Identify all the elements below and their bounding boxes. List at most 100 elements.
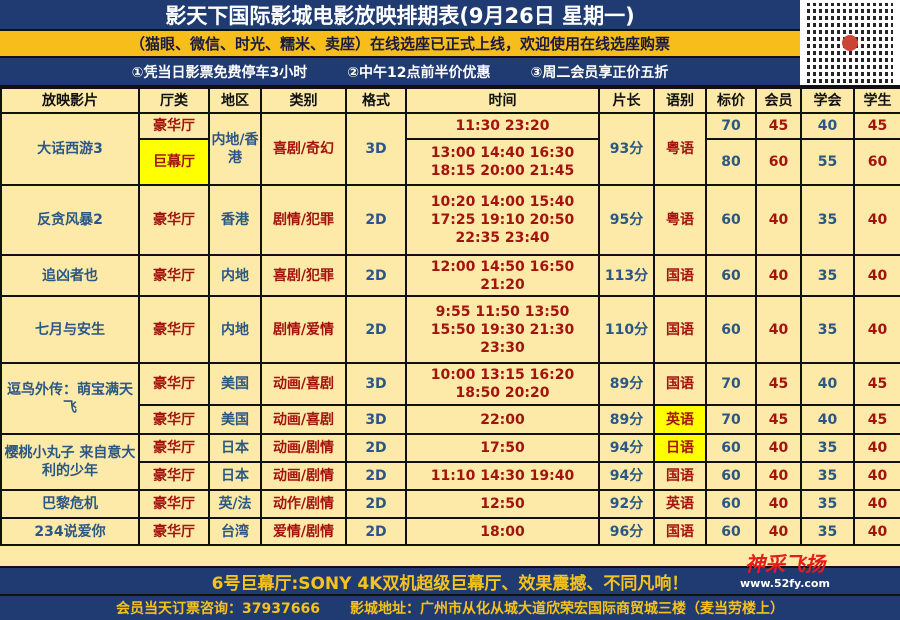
movie-title-cell: 反贪风暴2 xyxy=(0,184,140,256)
member-price: 40 xyxy=(755,517,802,546)
showtimes-cell: 17:50 xyxy=(405,433,600,463)
duration-cell: 94分 xyxy=(598,433,655,463)
standard-price: 60 xyxy=(705,184,757,256)
genre-cell: 动画/剧情 xyxy=(260,433,347,463)
student-price: 40 xyxy=(853,254,900,297)
student-price: 45 xyxy=(853,404,900,435)
duration-cell: 113分 xyxy=(598,254,655,297)
table-row: 巴黎危机 豪华厅 英/法 动作/剧情 2D 12:50 92分 英语 60 40 35 40 xyxy=(0,489,900,519)
language-cell: 英语 xyxy=(653,489,707,519)
hall-cell: 豪华厅 xyxy=(138,112,210,140)
standard-price: 60 xyxy=(705,254,757,297)
student-price: 40 xyxy=(853,517,900,546)
region-cell: 内地/香港 xyxy=(208,112,262,186)
student-member-price: 35 xyxy=(800,489,855,519)
showtimes-cell: 9:55 11:50 13:50 15:50 19:30 21:30 23:30 xyxy=(405,295,600,364)
region-cell: 内地 xyxy=(208,295,262,364)
format-cell: 2D xyxy=(345,295,407,364)
standard-price: 60 xyxy=(705,461,757,491)
genre-cell: 动画/喜剧 xyxy=(260,404,347,435)
student-price: 40 xyxy=(853,295,900,364)
language-cell: 国语 xyxy=(653,295,707,364)
duration-cell: 94分 xyxy=(598,461,655,491)
language-cell: 国语 xyxy=(653,362,707,406)
showtimes-cell: 10:20 14:00 15:40 17:25 19:10 20:50 22:3… xyxy=(405,184,600,256)
format-cell: 2D xyxy=(345,489,407,519)
table-row: 逗鸟外传：萌宝满天飞 豪华厅 美国 动画/喜剧 3D 10:00 13:15 16:20 … xyxy=(0,362,900,435)
promo-noon-discount: ②中午12点前半价优惠 xyxy=(347,64,491,81)
genre-cell: 爱情/剧情 xyxy=(260,517,347,546)
standard-price: 70 xyxy=(705,112,757,140)
student-member-price: 35 xyxy=(800,184,855,256)
region-cell: 内地 xyxy=(208,254,262,297)
table-row: 反贪风暴2 豪华厅 香港 剧情/犯罪 2D 10:20 14:00 15:40 17:25… xyxy=(0,184,900,256)
format-cell: 3D xyxy=(345,112,407,186)
student-member-price: 35 xyxy=(800,517,855,546)
movie-title-cell: 追凶者也 xyxy=(0,254,140,297)
table-row: 豪华厅 美国 动画/喜剧 3D 22:00 89分 英语 70 45 40 45 xyxy=(1,404,900,435)
table-row: 大话西游3 豪华厅 内地/香港 喜剧/奇幻 3D 11:30 23:20 93分 粤语 70 45… xyxy=(0,112,900,186)
table-row: 七月与安生 豪华厅 内地 剧情/爱情 2D 9:55 11:50 13:50 15:50 … xyxy=(0,295,900,364)
column-header: 语别 xyxy=(653,87,707,114)
language-cell: 国语 xyxy=(653,254,707,297)
column-header: 厅类 xyxy=(138,87,210,114)
promotions-bar: ①凭当日影票免费停车3小时 ②中午12点前半价优惠 ③周二会员享正价五折 xyxy=(0,58,800,87)
region-cell: 美国 xyxy=(208,362,262,406)
movie-title-cell: 巴黎危机 xyxy=(0,489,140,519)
page-title: 影天下国际影城电影放映排期表(9月26日 星期一) xyxy=(0,0,800,31)
student-member-price: 40 xyxy=(800,404,855,435)
hall-cell: 豪华厅 xyxy=(138,517,210,546)
showtimes-cell: 12:50 xyxy=(405,489,600,519)
language-cell: 粤语 xyxy=(653,184,707,256)
student-price: 45 xyxy=(853,362,900,406)
genre-cell: 动画/剧情 xyxy=(260,461,347,491)
column-header: 时间 xyxy=(405,87,600,114)
region-cell: 日本 xyxy=(208,433,262,463)
table-row: 樱桃小丸子 来自意大利的少年 豪华厅 日本 动画/剧情 2D 17:50 94分 日语 60 40… xyxy=(0,433,900,491)
duration-cell: 89分 xyxy=(598,404,655,435)
member-price: 40 xyxy=(755,295,802,364)
genre-cell: 喜剧/犯罪 xyxy=(260,254,347,297)
table-row: 豪华厅 日本 动画/剧情 2D 11:10 14:30 19:40 94分 国语 60 40 35… xyxy=(1,461,900,491)
format-cell: 2D xyxy=(345,184,407,256)
table-row: 巨幕厅 13:00 14:40 16:30 18:15 20:00 21:45 80… xyxy=(1,138,900,186)
genre-cell: 动画/喜剧 xyxy=(260,362,347,406)
member-price: 40 xyxy=(755,433,802,463)
duration-cell: 95分 xyxy=(598,184,655,256)
student-member-price: 35 xyxy=(800,461,855,491)
column-header: 片长 xyxy=(598,87,655,114)
region-cell: 香港 xyxy=(208,184,262,256)
column-header: 放映影片 xyxy=(0,87,140,114)
member-price: 45 xyxy=(755,112,802,140)
student-price: 40 xyxy=(853,489,900,519)
showtimes-cell: 13:00 14:40 16:30 18:15 20:00 21:45 xyxy=(405,138,600,186)
student-member-price: 40 xyxy=(800,112,855,140)
genre-cell: 动作/剧情 xyxy=(260,489,347,519)
duration-cell: 110分 xyxy=(598,295,655,364)
standard-price: 70 xyxy=(705,362,757,406)
watermark-logo: 神采飞扬 www.52fy.com xyxy=(740,548,830,590)
cinema-address: 影城地址：广州市从化从城大道欣荣宏国际商贸城三楼（麦当劳楼上） xyxy=(349,601,784,617)
format-cell: 3D xyxy=(345,362,407,406)
imax-hall-banner: 6号巨幕厅:SONY 4K双机超级巨幕厅、效果震撼、不同凡响！ xyxy=(0,566,900,596)
standard-price: 60 xyxy=(705,295,757,364)
student-member-price: 35 xyxy=(800,295,855,364)
duration-cell: 92分 xyxy=(598,489,655,519)
promo-parking: ①凭当日影票免费停车3小时 xyxy=(131,64,308,81)
column-header: 学会 xyxy=(800,87,855,114)
duration-cell: 89分 xyxy=(598,362,655,406)
student-member-price: 55 xyxy=(800,138,855,186)
showtimes-cell: 12:00 14:50 16:50 21:20 xyxy=(405,254,600,297)
watermark-logo-text: 神采飞扬 xyxy=(744,552,825,576)
duration-cell: 96分 xyxy=(598,517,655,546)
format-cell: 2D xyxy=(345,254,407,297)
standard-price: 60 xyxy=(705,433,757,463)
member-price: 40 xyxy=(755,489,802,519)
hall-cell: 豪华厅 xyxy=(138,295,210,364)
column-header: 地区 xyxy=(208,87,262,114)
hall-cell: 巨幕厅 xyxy=(138,138,210,186)
duration-cell: 93分 xyxy=(598,112,655,186)
region-cell: 英/法 xyxy=(208,489,262,519)
hall-cell: 豪华厅 xyxy=(138,254,210,297)
table-row: 追凶者也 豪华厅 内地 喜剧/犯罪 2D 12:00 14:50 16:50 21:20 1… xyxy=(0,254,900,297)
